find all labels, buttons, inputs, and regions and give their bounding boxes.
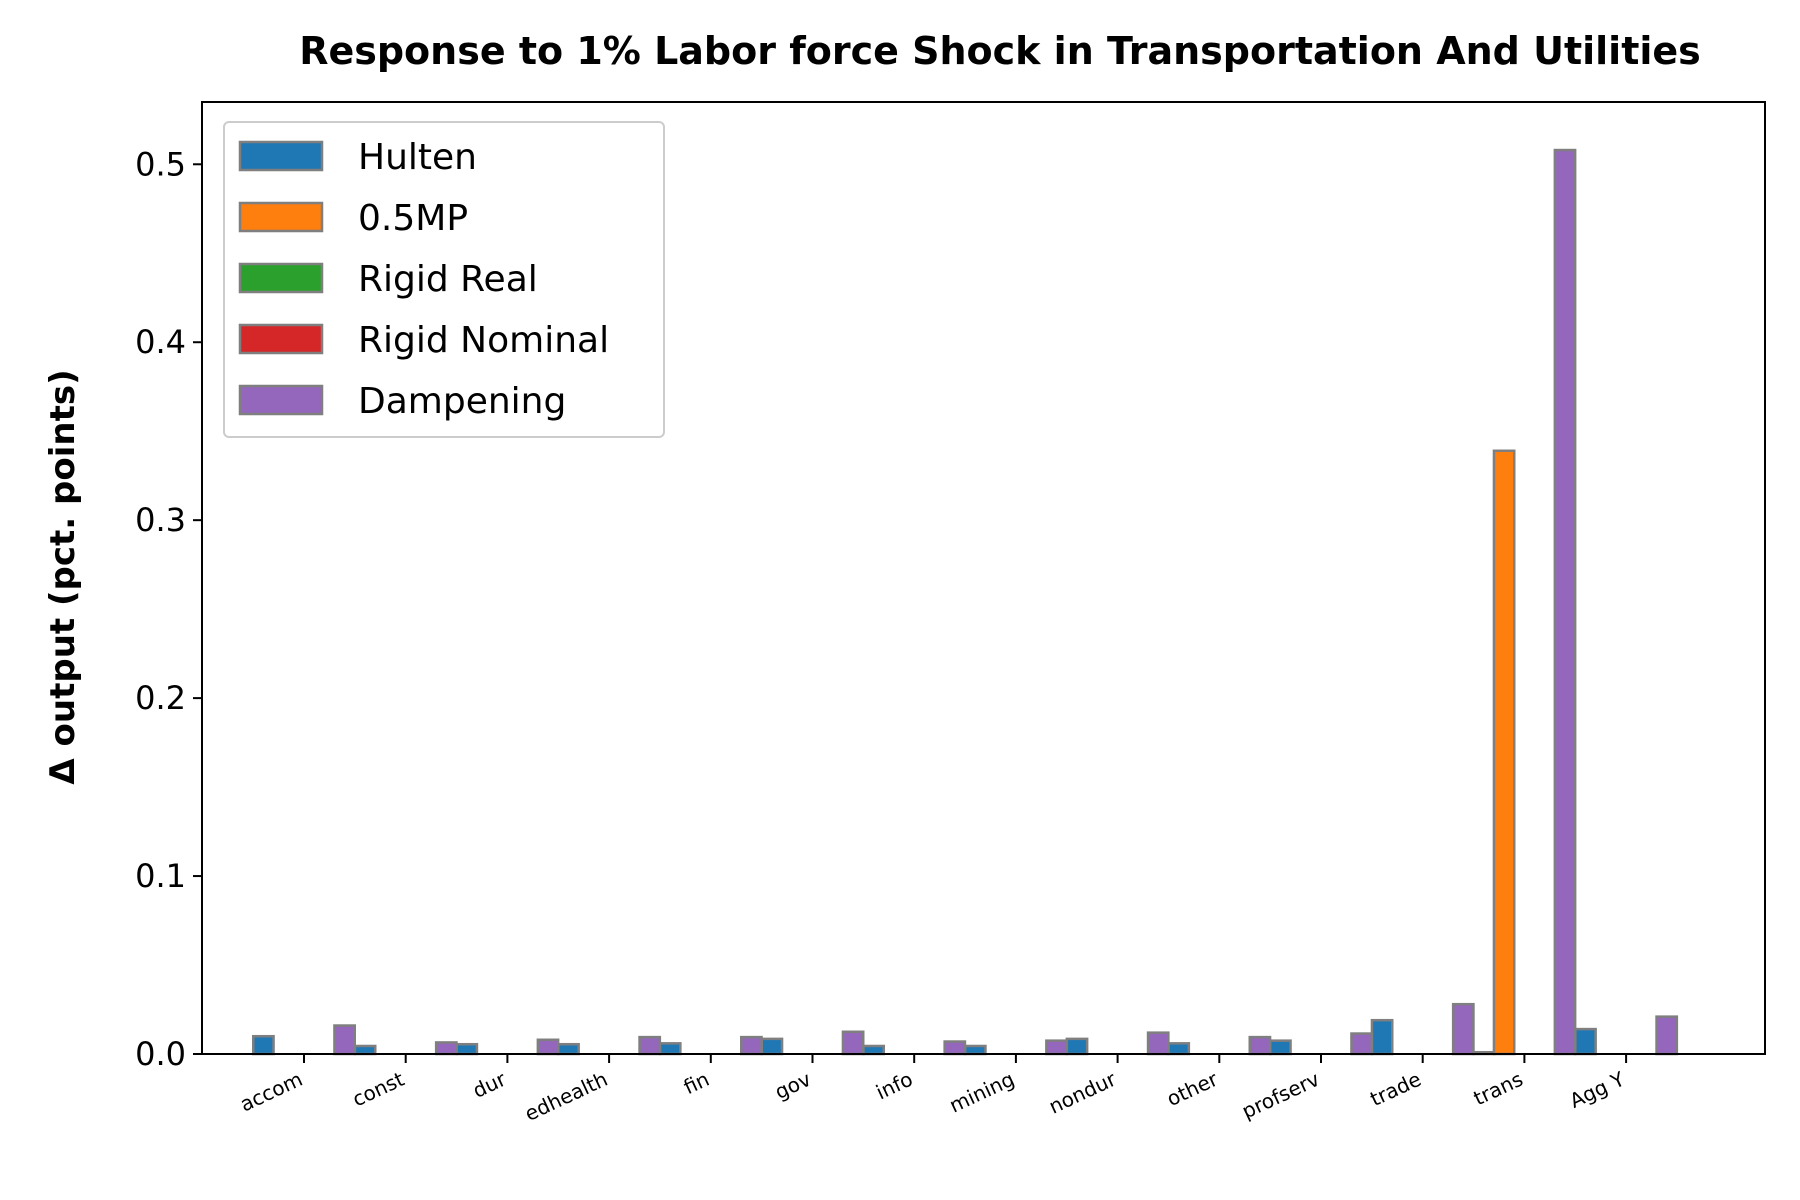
y-tick-label: 0.0 <box>135 1035 186 1073</box>
bar-hulten-gov <box>760 1037 784 1056</box>
bar-hulten-nondur <box>1065 1037 1089 1056</box>
x-tick-label: other <box>1163 1066 1222 1111</box>
legend-box <box>223 121 665 438</box>
bar-hulten-dur <box>455 1042 479 1056</box>
y-tick-label: 0.4 <box>135 323 186 361</box>
x-tick-label: nondur <box>1045 1066 1120 1118</box>
y-axis-ticks: 0.0 0.1 0.2 0.3 0.4 0.5 <box>135 145 202 1073</box>
bar-dampening-gov <box>841 1030 865 1056</box>
bar-dampening-agg-y <box>1655 1015 1679 1056</box>
legend: Hulten 0.5MP Rigid Real Rigid Nominal Dampen… <box>223 121 665 438</box>
x-tick-label: Agg Y <box>1566 1066 1629 1112</box>
x-axis-ticks: accom const dur edhealth fin gov info mining non… <box>236 1054 1629 1126</box>
plot-frame <box>201 101 1766 1055</box>
bar-dampening-edhealth <box>638 1035 662 1056</box>
y-tick-label: 0.2 <box>135 679 186 717</box>
bar-dampening-trade <box>1451 1002 1475 1056</box>
bar-hulten-other <box>1167 1042 1191 1056</box>
bar-dampening-const <box>434 1041 458 1056</box>
y-tick-label: 0.3 <box>135 501 186 539</box>
bar-dampening-other <box>1248 1035 1272 1056</box>
bar-dampening-profserv <box>1350 1032 1373 1056</box>
bar-hulten-info <box>862 1044 886 1056</box>
bar-hulten-const <box>353 1044 377 1056</box>
bar-dampening-dur <box>536 1038 560 1056</box>
x-tick-label: gov <box>771 1067 815 1104</box>
legend-swatch-rigid-real <box>238 262 324 294</box>
bar-hulten-edhealth <box>557 1042 580 1056</box>
bar-0-5mp-trans <box>1492 449 1516 1056</box>
y-axis-label: Δ output (pct. points) <box>43 369 83 784</box>
legend-label-dampening: Dampening <box>358 381 566 422</box>
x-tick-label: info <box>872 1067 916 1105</box>
y-tick-label: 0.1 <box>135 857 186 895</box>
legend-label-rigid-nominal: Rigid Nominal <box>358 320 609 361</box>
x-tick-label: mining <box>946 1067 1018 1118</box>
bar-hulten-mining <box>963 1044 987 1056</box>
bar-dampening-accom <box>333 1024 357 1056</box>
legend-label-rigid-real: Rigid Real <box>358 259 538 300</box>
bar-hulten-accom <box>252 1034 275 1056</box>
x-tick-label: trade <box>1366 1067 1424 1111</box>
bar-hulten-agg-y <box>1574 1027 1597 1056</box>
x-tick-label: dur <box>469 1066 510 1102</box>
bar-hulten-profserv <box>1269 1039 1292 1056</box>
legend-swatch-rigid-nominal <box>238 323 324 355</box>
bar-dampening-info <box>943 1040 967 1056</box>
legend-label-0-5mp: 0.5MP <box>358 198 468 239</box>
bar-dampening-nondur <box>1146 1031 1170 1056</box>
bar-hulten-trade <box>1370 1018 1394 1056</box>
x-tick-label: accom <box>236 1067 306 1117</box>
x-tick-label: edhealth <box>521 1067 611 1126</box>
bar-dampening-mining <box>1045 1039 1068 1056</box>
bar-dampening-fin <box>740 1035 763 1056</box>
legend-swatch-dampening <box>238 384 324 416</box>
bar-hulten-fin <box>658 1042 682 1056</box>
x-tick-label: profserv <box>1238 1067 1323 1124</box>
x-tick-label: fin <box>680 1067 713 1099</box>
chart-title: Response to 1% Labor force Shock in Tran… <box>299 29 1701 73</box>
x-tick-label: const <box>349 1067 408 1112</box>
x-tick-label: trans <box>1470 1067 1527 1110</box>
y-tick-label: 0.5 <box>135 145 186 183</box>
legend-swatch-hulten <box>238 140 324 172</box>
legend-label-hulten: Hulten <box>358 137 477 178</box>
bar-dampening-trans <box>1553 148 1577 1056</box>
legend-swatch-0-5mp <box>238 201 324 233</box>
